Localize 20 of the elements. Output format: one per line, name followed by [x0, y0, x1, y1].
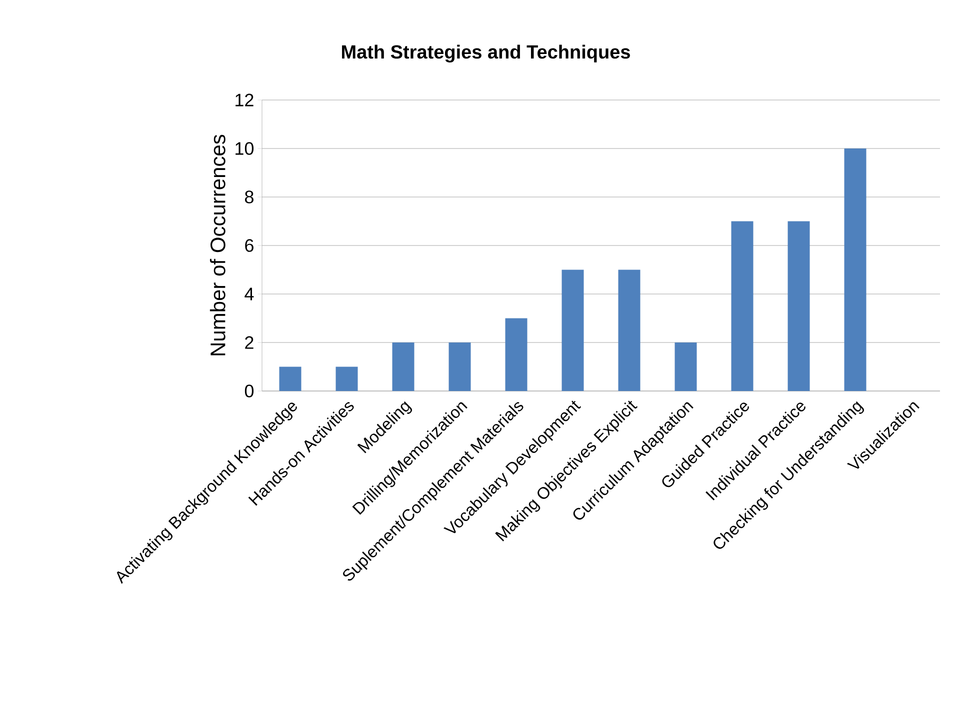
y-tick-label: 10 [236, 142, 254, 155]
bar [731, 221, 754, 391]
bar [279, 366, 302, 391]
bar [448, 342, 471, 391]
y-tick-label: 4 [244, 288, 254, 300]
bar [392, 342, 414, 391]
y-tick-label: 6 [245, 239, 254, 252]
y-tick-label: 0 [244, 384, 254, 398]
y-tick-label: 2 [245, 336, 254, 349]
bar [336, 366, 358, 391]
bar [562, 270, 584, 391]
bar [618, 270, 640, 391]
y-tick-label: 8 [245, 190, 254, 204]
chart-title: Math Strategies and Techniques [342, 44, 630, 63]
bar [674, 342, 697, 391]
bar [505, 318, 528, 391]
bar [788, 221, 810, 391]
bar [844, 148, 866, 391]
y-tick-label: 12 [236, 94, 254, 106]
y-axis-title: Number of Occurrences [210, 134, 226, 356]
